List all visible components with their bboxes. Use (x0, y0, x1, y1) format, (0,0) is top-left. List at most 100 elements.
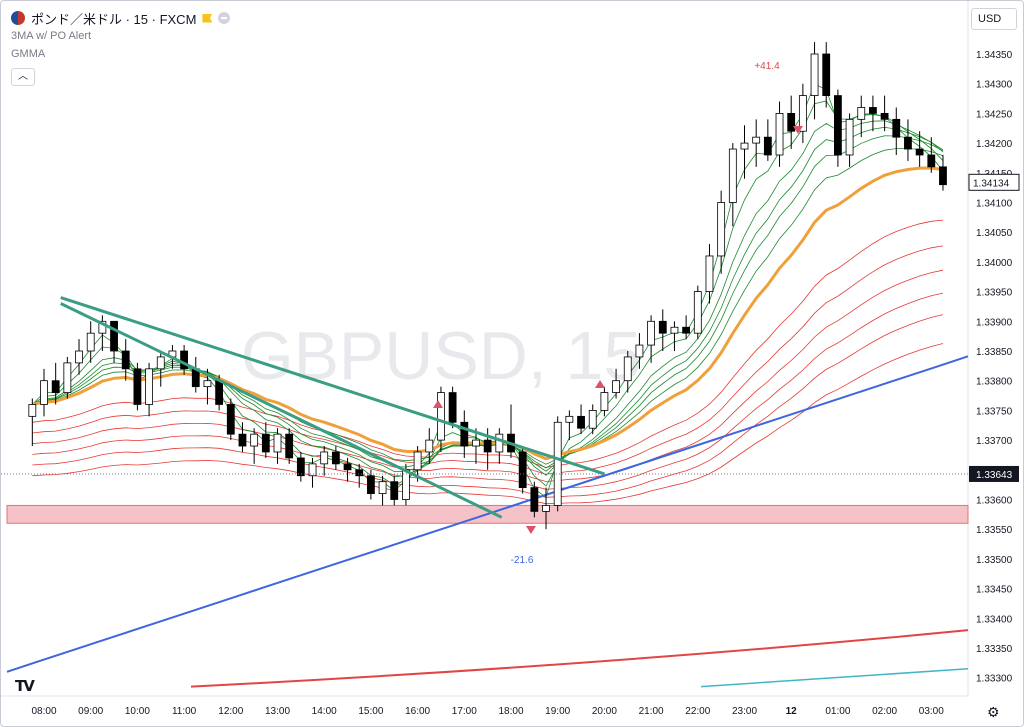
long-gmma-line-60 (32, 343, 944, 505)
candle-body (413, 451, 422, 471)
time-tick-label: 10:00 (125, 706, 150, 717)
time-tick-label: 08:00 (31, 706, 56, 717)
short-gmma-line-8 (32, 120, 944, 478)
time-tick-label: 13:00 (265, 706, 290, 717)
trendline (60, 302, 503, 519)
time-tick-label: 15:00 (358, 706, 383, 717)
time-tick-label: 23:00 (732, 706, 757, 717)
candle-body (880, 113, 889, 120)
candle-body (215, 380, 224, 405)
candles[interactable] (28, 42, 947, 530)
candle-body (810, 53, 819, 96)
candle-body (238, 433, 247, 447)
short-gmma-line-5 (32, 100, 944, 487)
time-axis[interactable]: 08:00 09:00 10:00 11:00 12:00 13:00 14:00 15:00… (31, 706, 944, 717)
time-tick-label: 17:00 (452, 706, 477, 717)
candle-body (203, 380, 212, 388)
time-tick-label: 12 (786, 706, 798, 717)
symbol-title[interactable]: ポンド／米ドル · 15 · FXCM (31, 11, 197, 27)
candle-body (588, 409, 597, 429)
candle-body (623, 356, 632, 382)
candle-body (752, 136, 761, 144)
candle-body (308, 463, 317, 477)
candle-body (518, 451, 527, 489)
time-tick-label: 18:00 (498, 706, 523, 717)
price-tick-label: 1.33600 (976, 496, 1013, 507)
flag-icon[interactable] (202, 13, 213, 23)
candle-body (296, 457, 305, 477)
cyan-ma-line (700, 668, 969, 688)
candle-body (635, 344, 644, 358)
candle-body (740, 142, 749, 150)
candle-body (670, 326, 679, 334)
long-gmma-line-45 (32, 292, 944, 490)
time-tick-label: 12:00 (218, 706, 243, 717)
candle-body (612, 380, 620, 393)
candle-body (320, 451, 329, 465)
price-tick-label: 1.33950 (976, 288, 1013, 299)
candle-body (565, 415, 574, 423)
time-tick-label: 20:00 (592, 706, 617, 717)
candle-body (600, 392, 609, 411)
trendline (60, 296, 605, 476)
candle-body (822, 53, 831, 96)
candle-body (156, 356, 165, 370)
markers: +41.4 -21.6 (433, 61, 803, 566)
candle-body (121, 350, 130, 370)
candle-body (226, 404, 235, 435)
gear-icon[interactable]: ⚙ (987, 704, 1000, 720)
candle-body (717, 202, 726, 257)
candle-body (693, 291, 702, 334)
candle-body (86, 332, 95, 352)
long-gmma-line-50 (32, 314, 944, 498)
indicator-label-3ma[interactable]: 3MA w/ PO Alert (11, 30, 92, 42)
candle-body (728, 148, 737, 203)
candle-body (378, 481, 387, 494)
trendlines[interactable] (60, 296, 605, 519)
candle-body (110, 320, 118, 352)
time-tick-label: 09:00 (78, 706, 103, 717)
candle-body (133, 368, 142, 405)
candle-body (647, 320, 655, 346)
price-tick-label: 1.33550 (976, 525, 1013, 536)
candle-body (798, 95, 807, 132)
currency-selector[interactable]: USD (971, 8, 1017, 30)
time-tick-label: 02:00 (872, 706, 897, 717)
candle-body (927, 154, 936, 168)
watermark: GBPUSD, 15 (241, 318, 642, 394)
candle-body (51, 380, 60, 393)
tv-logo-icon[interactable]: TV (15, 677, 35, 695)
candle-body (331, 451, 340, 465)
signal-marker-up (595, 380, 605, 388)
time-tick-label: 14:00 (312, 706, 337, 717)
last-price-label: 1.34134 (973, 178, 1010, 189)
candle-body (775, 113, 784, 156)
candle-body (763, 136, 772, 156)
price-axis[interactable]: 1.343501.343001.342501.342001.341501.341… (968, 50, 1020, 685)
candle-body (63, 362, 72, 393)
axis-background (968, 1, 1023, 726)
price-tick-label: 1.33700 (976, 436, 1013, 447)
candle-body (577, 415, 585, 429)
candle-body (483, 439, 492, 453)
candle-body (857, 107, 866, 120)
minus-circle-icon[interactable] (218, 12, 231, 24)
time-tick-label: 01:00 (825, 706, 850, 717)
price-tick-label: 1.34000 (976, 258, 1013, 269)
candle-body (28, 404, 37, 417)
candle-body (343, 463, 352, 471)
indicator-label-gmma[interactable]: GMMA (11, 48, 46, 60)
candle-body (425, 439, 434, 453)
annotation-low: -21.6 (511, 555, 534, 566)
candle-body (250, 433, 259, 447)
candle-body (448, 392, 457, 423)
chevron-up-icon[interactable]: ︿ (11, 68, 35, 86)
coin-icon (11, 11, 25, 25)
price-tick-label: 1.33750 (976, 406, 1013, 417)
candle-body (892, 118, 901, 138)
candle-body (98, 320, 107, 334)
candle-body (437, 392, 445, 441)
blue-ma-line (6, 355, 969, 673)
